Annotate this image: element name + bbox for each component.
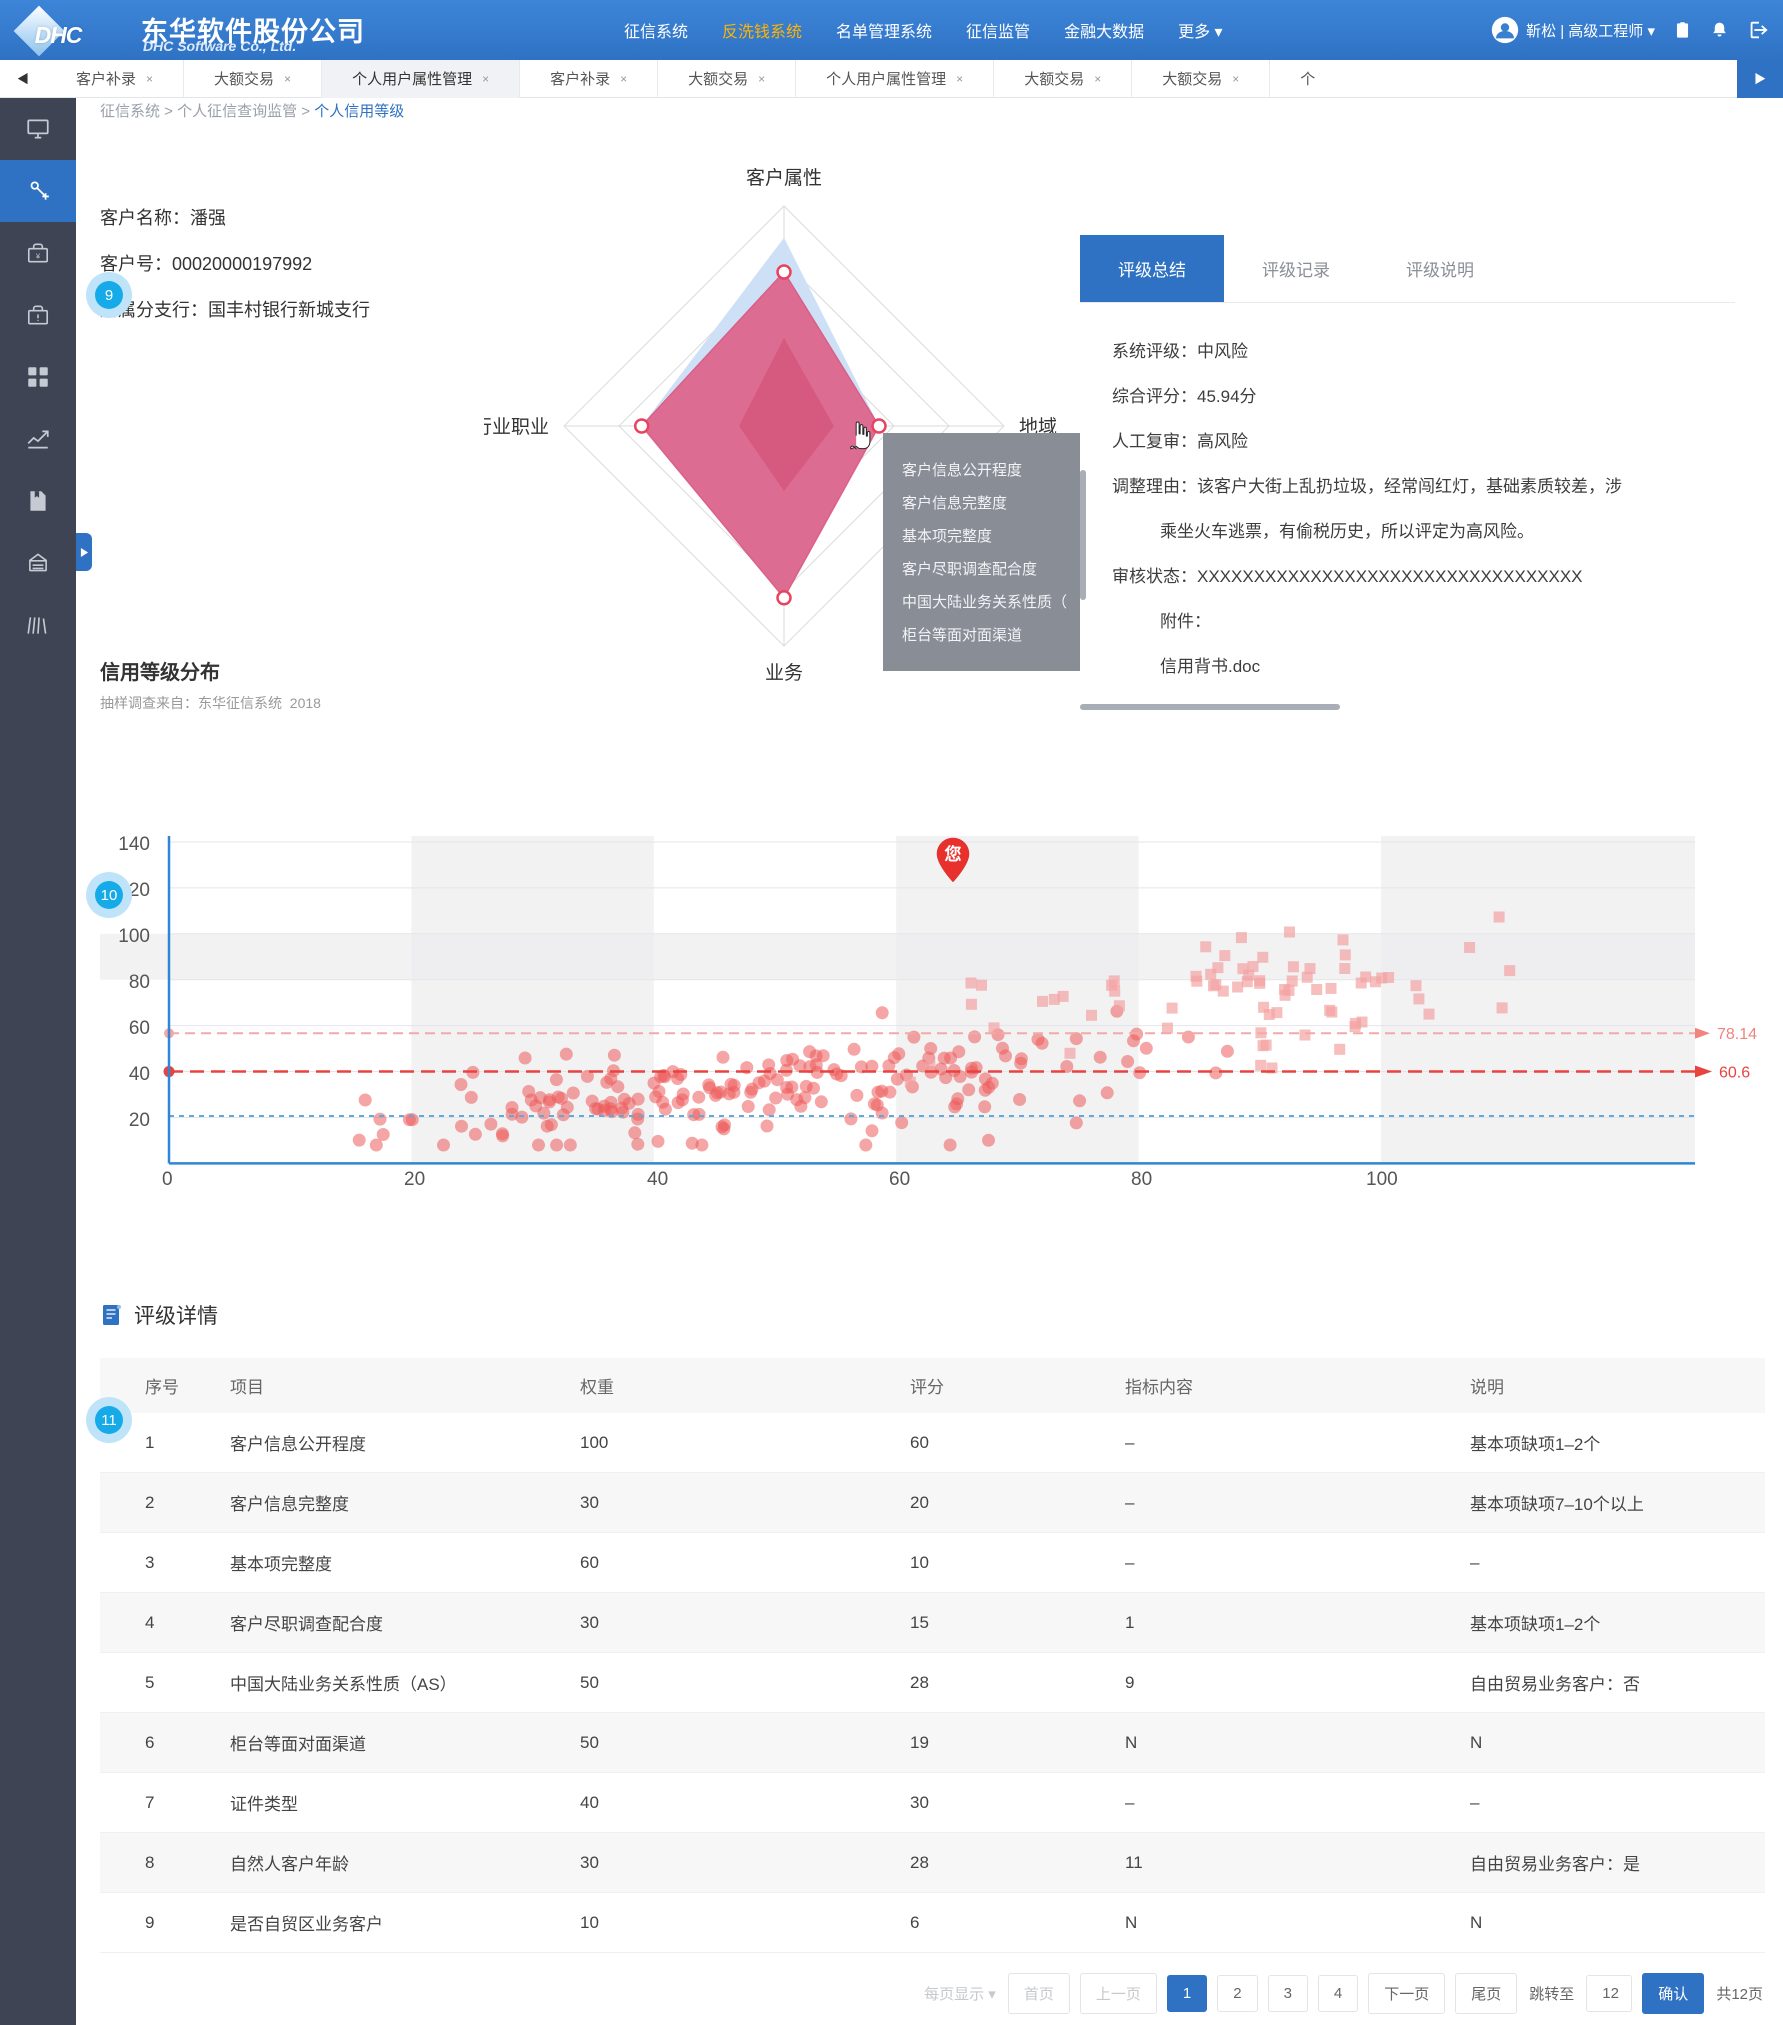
svg-text:客户属性: 客户属性 xyxy=(746,167,822,189)
svg-text:60.6: 60.6 xyxy=(1719,1065,1750,1082)
svg-text:您: 您 xyxy=(945,844,962,864)
svg-text:78.14: 78.14 xyxy=(1717,1026,1757,1043)
svg-text:行业职业: 行业职业 xyxy=(484,416,549,438)
svg-text:¥: ¥ xyxy=(36,251,41,260)
svg-text:业务: 业务 xyxy=(765,662,803,684)
